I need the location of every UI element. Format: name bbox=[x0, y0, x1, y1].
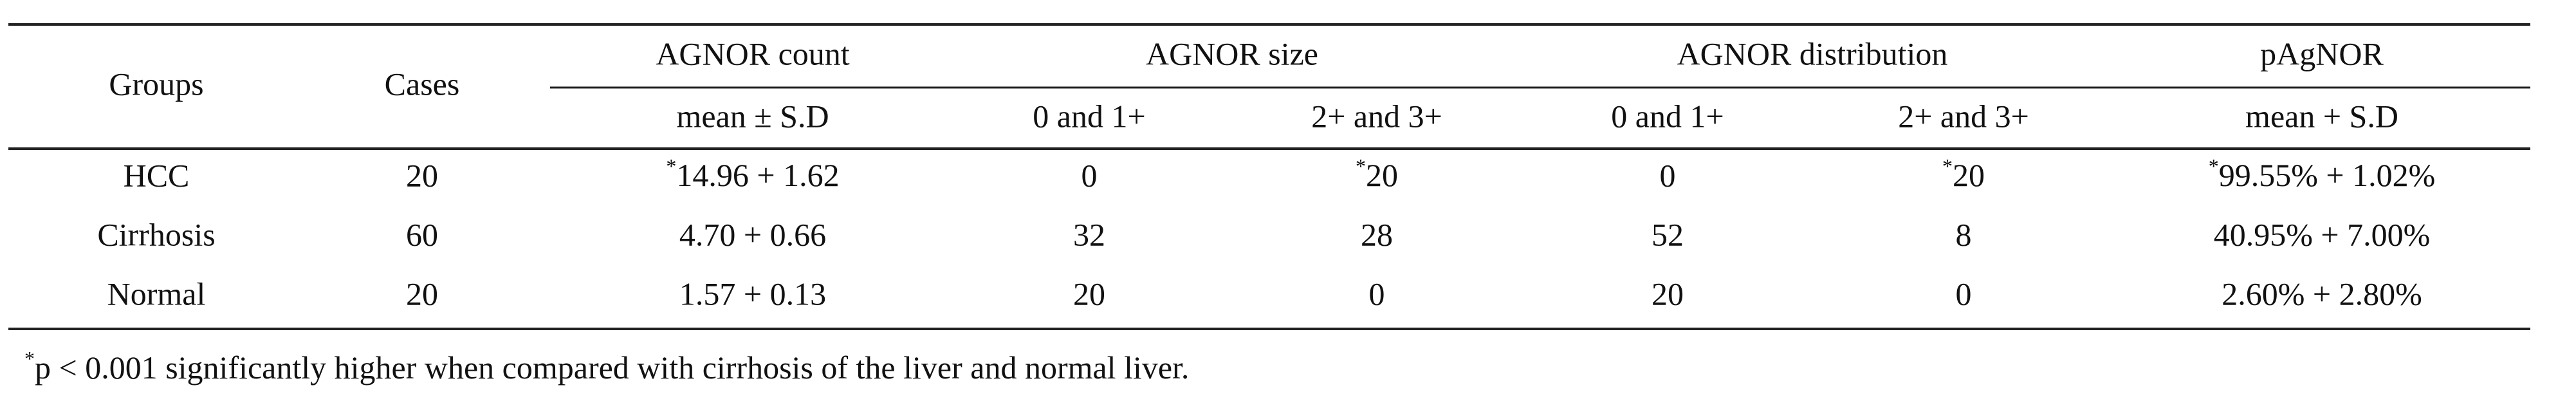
table-cell: 40.95% + 7.00% bbox=[2214, 216, 2431, 252]
table-cell: 1.57 + 0.13 bbox=[679, 275, 826, 312]
table-cell: 20 bbox=[1073, 275, 1105, 312]
table-cell: 0 bbox=[1956, 275, 1972, 312]
header-cell: Cases bbox=[385, 66, 460, 102]
superscript-mark: * bbox=[24, 347, 35, 370]
header-sub: 0 and 1+ bbox=[1611, 98, 1724, 134]
table-cell: *20 bbox=[1942, 154, 1985, 193]
cell-text: p < 0.001 significantly higher when comp… bbox=[35, 349, 1189, 386]
header-cell: Groups bbox=[109, 66, 203, 102]
superscript-mark: * bbox=[1356, 154, 1366, 178]
cell-text: 99.55% + 1.02% bbox=[2219, 157, 2436, 193]
table-cell: 60 bbox=[406, 216, 438, 252]
table-cell: 0 bbox=[1369, 275, 1385, 312]
header-sub: 2+ and 3+ bbox=[1311, 98, 1442, 134]
header-sub: 0 and 1+ bbox=[1033, 98, 1145, 134]
header-span: AGNOR distribution bbox=[1677, 35, 1948, 71]
header-sub: 2+ and 3+ bbox=[1898, 98, 2029, 134]
table-cell: Cirrhosis bbox=[97, 216, 215, 252]
superscript-mark: * bbox=[666, 154, 676, 178]
table-cell: 0 bbox=[1660, 157, 1676, 193]
table-cell: 0 bbox=[1081, 157, 1098, 193]
cell-text: 20 bbox=[1953, 157, 1985, 193]
table-cell: 28 bbox=[1361, 216, 1393, 252]
header-span: AGNOR count bbox=[656, 35, 849, 71]
table-cell: Normal bbox=[107, 275, 206, 312]
table-cell: 2.60% + 2.80% bbox=[2222, 275, 2422, 312]
footnote: *p < 0.001 significantly higher when com… bbox=[24, 347, 1189, 386]
table-cell: 52 bbox=[1651, 216, 1684, 252]
table-cell: *20 bbox=[1356, 154, 1398, 193]
table-cell: *99.55% + 1.02% bbox=[2209, 154, 2436, 193]
table-cell: 32 bbox=[1073, 216, 1105, 252]
table-cell: 8 bbox=[1956, 216, 1972, 252]
table-cell: HCC bbox=[124, 157, 190, 193]
table-cell: *14.96 + 1.62 bbox=[666, 154, 839, 193]
table-cell: 20 bbox=[406, 157, 438, 193]
superscript-mark: * bbox=[1942, 154, 1953, 178]
header-sub: mean ± S.D bbox=[676, 98, 829, 134]
table-cell: 20 bbox=[1651, 275, 1684, 312]
table-cell: 4.70 + 0.66 bbox=[679, 216, 826, 252]
superscript-mark: * bbox=[2209, 154, 2219, 178]
table-cell: 20 bbox=[406, 275, 438, 312]
cell-text: 20 bbox=[1366, 157, 1398, 193]
header-span: AGNOR size bbox=[1146, 35, 1318, 71]
cell-text: 14.96 + 1.62 bbox=[676, 157, 839, 193]
header-span: pAgNOR bbox=[2260, 35, 2384, 71]
header-sub: mean + S.D bbox=[2245, 98, 2398, 134]
